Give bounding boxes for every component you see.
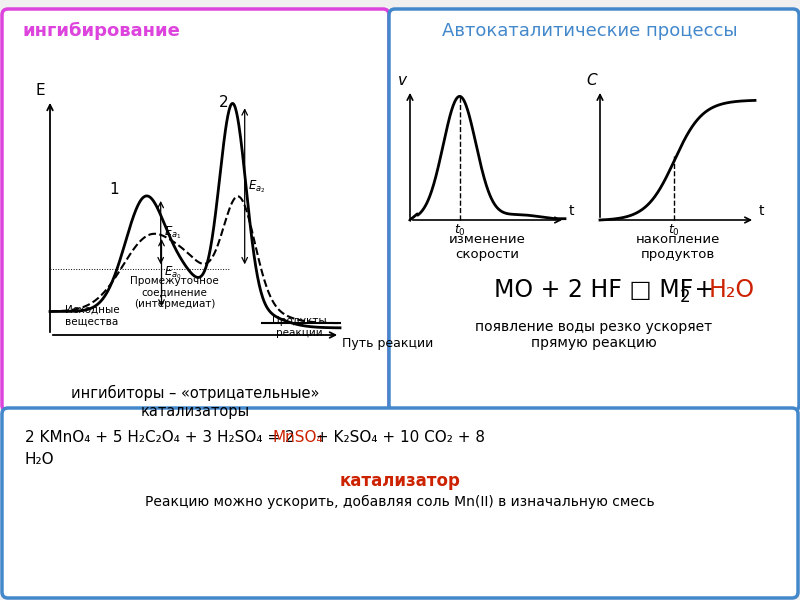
Text: E: E <box>35 83 45 98</box>
Text: ингибиторы – «отрицательные»
катализаторы: ингибиторы – «отрицательные» катализатор… <box>71 385 319 419</box>
Text: 2 KMnO₄ + 5 H₂C₂O₄ + 3 H₂SO₄ = 2: 2 KMnO₄ + 5 H₂C₂O₄ + 3 H₂SO₄ = 2 <box>25 430 299 445</box>
Text: Продукты
реакции: Продукты реакции <box>272 316 326 338</box>
Text: t: t <box>569 204 574 218</box>
Text: $E_{a_1}$: $E_{a_1}$ <box>164 224 182 241</box>
Text: MnSO₄: MnSO₄ <box>272 430 322 445</box>
Text: MO + 2 HF □ MF: MO + 2 HF □ MF <box>494 278 694 302</box>
FancyBboxPatch shape <box>2 408 798 598</box>
Text: Автокаталитические процессы: Автокаталитические процессы <box>442 22 738 40</box>
Text: появление воды резко ускоряет
прямую реакцию: появление воды резко ускоряет прямую реа… <box>475 320 713 350</box>
Text: накопление
продуктов: накопление продуктов <box>635 233 720 261</box>
Text: ингибирование: ингибирование <box>22 22 180 40</box>
Text: изменение
скорости: изменение скорости <box>449 233 526 261</box>
Text: Исходные
вещества: Исходные вещества <box>65 304 120 326</box>
Text: Реакцию можно ускорить, добавляя соль Mn(II) в изначальную смесь: Реакцию можно ускорить, добавляя соль Mn… <box>145 495 655 509</box>
Text: 1: 1 <box>109 182 118 197</box>
Text: $t_0$: $t_0$ <box>669 223 680 238</box>
Text: 2: 2 <box>219 95 229 110</box>
Text: Путь реакции: Путь реакции <box>342 337 434 350</box>
Text: H₂O: H₂O <box>25 452 54 467</box>
Text: t: t <box>759 204 765 218</box>
Text: +: + <box>687 278 722 302</box>
Text: H₂O: H₂O <box>709 278 755 302</box>
Text: 2: 2 <box>680 288 690 306</box>
Text: + K₂SO₄ + 10 CO₂ + 8: + K₂SO₄ + 10 CO₂ + 8 <box>311 430 485 445</box>
FancyBboxPatch shape <box>2 9 389 411</box>
Text: $t_0$: $t_0$ <box>454 223 466 238</box>
Text: $E_{a_0}$: $E_{a_0}$ <box>165 265 182 281</box>
Text: Промежуточное
соединение
(интермедиат): Промежуточное соединение (интермедиат) <box>130 276 219 310</box>
Text: C: C <box>586 73 598 88</box>
Text: катализатор: катализатор <box>339 472 461 490</box>
Text: $E_{a_2}$: $E_{a_2}$ <box>248 178 265 194</box>
Text: v: v <box>398 73 406 88</box>
FancyBboxPatch shape <box>389 9 799 411</box>
